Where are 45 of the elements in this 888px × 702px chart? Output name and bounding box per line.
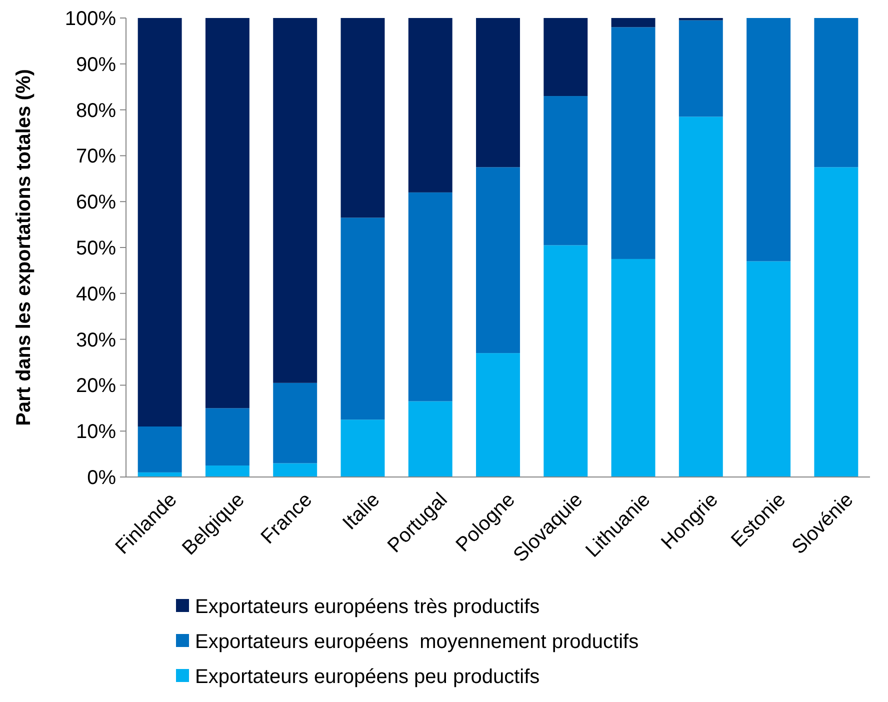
bar (814, 167, 858, 477)
bar (678, 116, 723, 477)
bar (476, 167, 520, 354)
y-tick-label: 10% (76, 421, 116, 444)
bar (814, 18, 858, 168)
bar (611, 258, 656, 477)
bar (273, 463, 318, 477)
bar (273, 382, 318, 464)
y-tick-label: 90% (76, 54, 116, 76)
y-tick-label: 80% (76, 100, 116, 122)
bar (476, 18, 520, 168)
bar (408, 18, 452, 192)
y-tick-label: 20% (76, 375, 116, 398)
legend-label: Exportateurs européens peu productifs (195, 666, 540, 688)
bar (138, 426, 182, 472)
legend-label: Exportateurs européens très productifs (195, 596, 540, 618)
bar (340, 18, 385, 218)
bar (273, 18, 318, 383)
bar (746, 261, 791, 477)
bar (476, 353, 520, 477)
y-tick-label: 100% (64, 8, 116, 30)
bar (544, 18, 588, 96)
y-tick-label: 50% (76, 238, 116, 260)
bar (611, 18, 656, 28)
bar (205, 408, 250, 466)
bar (408, 401, 452, 477)
bar (746, 18, 791, 262)
bar (205, 466, 250, 477)
y-tick-label: 0% (87, 467, 116, 489)
y-axis-title: Part dans les exportations totales (%) (13, 69, 35, 426)
y-tick-label: 70% (76, 146, 116, 168)
bar (544, 245, 588, 477)
x-tick-label: Italie (338, 488, 384, 534)
bar (544, 96, 588, 246)
bar (205, 18, 250, 408)
y-tick-label: 30% (76, 329, 116, 352)
legend-label: Exportateurs européens moyennement productifs (195, 631, 639, 653)
bar (408, 192, 452, 402)
y-tick-label: 40% (76, 283, 116, 306)
bar (340, 218, 385, 420)
bar (138, 18, 182, 427)
bar (611, 27, 656, 259)
bar (678, 20, 723, 117)
bar (340, 420, 385, 477)
y-tick-label: 60% (76, 192, 116, 214)
